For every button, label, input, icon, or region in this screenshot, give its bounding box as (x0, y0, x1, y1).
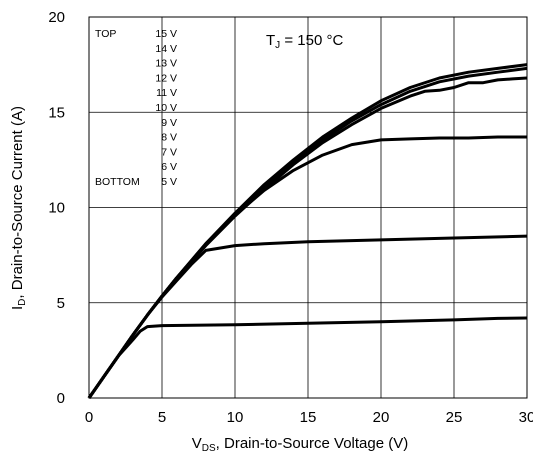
legend-entry: 5 V (161, 176, 177, 188)
legend-entry: 11 V (156, 87, 177, 99)
y-tick-label: 20 (48, 9, 65, 26)
legend-entry: 7 V (161, 146, 177, 158)
legend-entry: 6 V (161, 161, 177, 173)
legend-entry: 13 V (155, 58, 177, 70)
legend-top-label: TOP (95, 28, 116, 40)
x-tick-label: 5 (158, 409, 166, 426)
legend-entry: 15 V (155, 28, 177, 40)
x-tick-label: 30 (519, 409, 533, 426)
y-axis-title: ID, Drain-to-Source Current (A) (9, 106, 28, 310)
legend-entry: 12 V (155, 72, 177, 84)
y-tick-label: 10 (48, 200, 65, 217)
x-tick-label: 15 (300, 409, 317, 426)
legend-bottom-label: BOTTOM (95, 176, 140, 188)
legend-entry: 10 V (155, 102, 177, 114)
y-tick-label: 0 (57, 390, 65, 407)
legend-entry: 9 V (161, 117, 177, 129)
x-tick-label: 10 (227, 409, 244, 426)
legend-entry: 14 V (155, 43, 177, 55)
y-tick-labels: 0 5 10 15 20 (48, 9, 65, 407)
x-tick-label: 20 (373, 409, 390, 426)
x-tick-labels: 0 5 10 15 20 25 30 (85, 409, 533, 426)
x-axis-title: VDS, Drain-to-Source Voltage (V) (192, 435, 409, 454)
legend-entry: 8 V (161, 132, 177, 144)
y-tick-label: 15 (48, 104, 65, 121)
x-tick-label: 0 (85, 409, 93, 426)
y-tick-label: 5 (57, 295, 65, 312)
x-tick-label: 25 (446, 409, 463, 426)
